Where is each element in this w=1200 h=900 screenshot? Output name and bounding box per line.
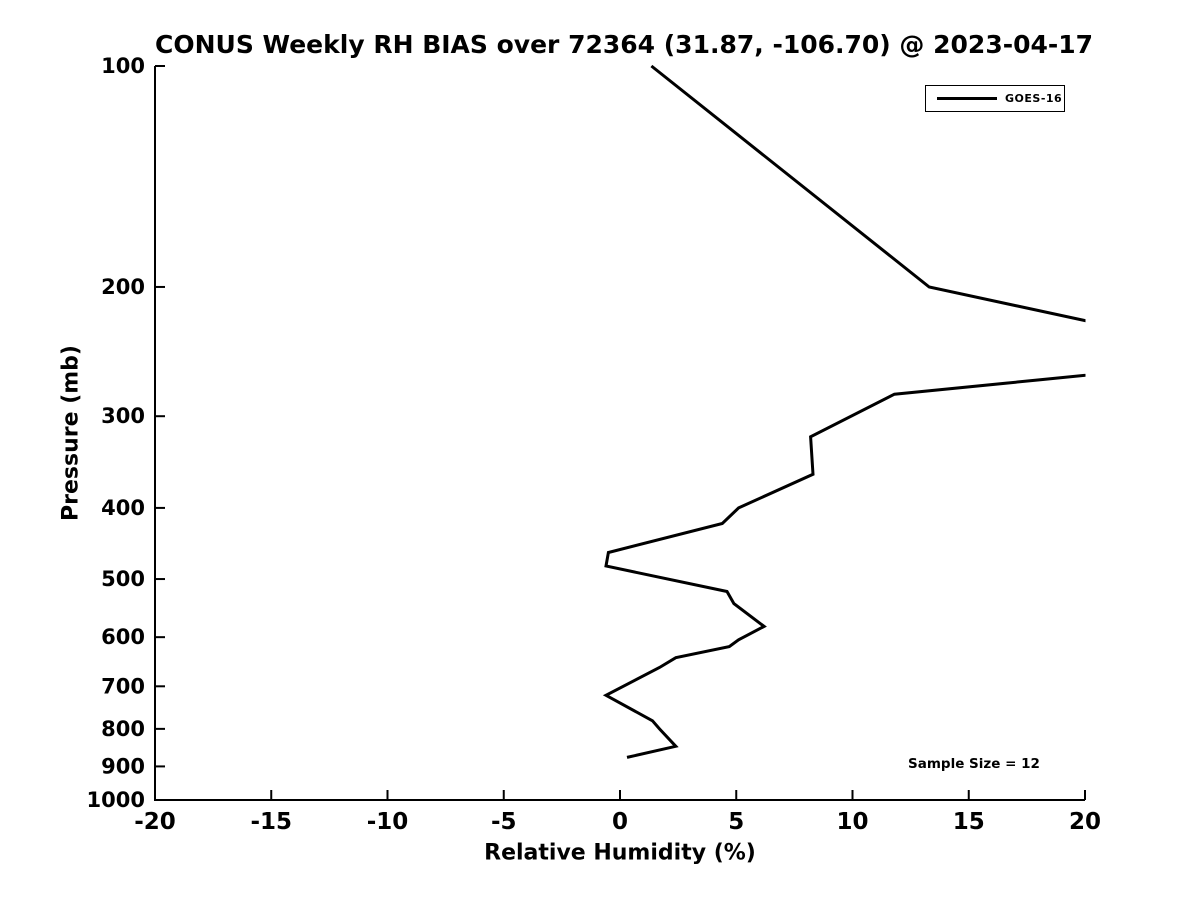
y-tick-label: 500 [101, 567, 145, 591]
y-tick-label: 100 [101, 54, 145, 78]
y-tick-label: 200 [101, 275, 145, 299]
legend-line-sample-icon [937, 97, 997, 100]
x-tick-label: 20 [1069, 809, 1101, 835]
y-tick-label: 300 [101, 404, 145, 428]
y-tick-label: 1000 [87, 788, 145, 812]
x-tick-label: -10 [367, 809, 409, 835]
x-tick-label: -20 [134, 809, 176, 835]
x-tick-label: 0 [612, 809, 628, 835]
chart-title: CONUS Weekly RH BIAS over 72364 (31.87, … [155, 30, 1094, 59]
y-tick-label: 600 [101, 625, 145, 649]
sample-size-annotation: Sample Size = 12 [908, 756, 1040, 772]
x-tick-label: 10 [836, 809, 868, 835]
x-tick-label: 5 [728, 809, 744, 835]
y-tick-label: 400 [101, 496, 145, 520]
y-tick-label: 900 [101, 754, 145, 778]
x-axis-label: Relative Humidity (%) [484, 840, 756, 866]
rh-bias-line-goes-16 [602, 64, 1086, 759]
x-tick-label: -15 [250, 809, 292, 835]
y-tick-label: 800 [101, 717, 145, 741]
x-tick-label: 15 [953, 809, 985, 835]
legend: GOES-16 [925, 85, 1065, 112]
legend-entry-label: GOES-16 [1005, 92, 1063, 105]
y-tick-label: 700 [101, 674, 145, 698]
x-tick-label: -5 [491, 809, 517, 835]
